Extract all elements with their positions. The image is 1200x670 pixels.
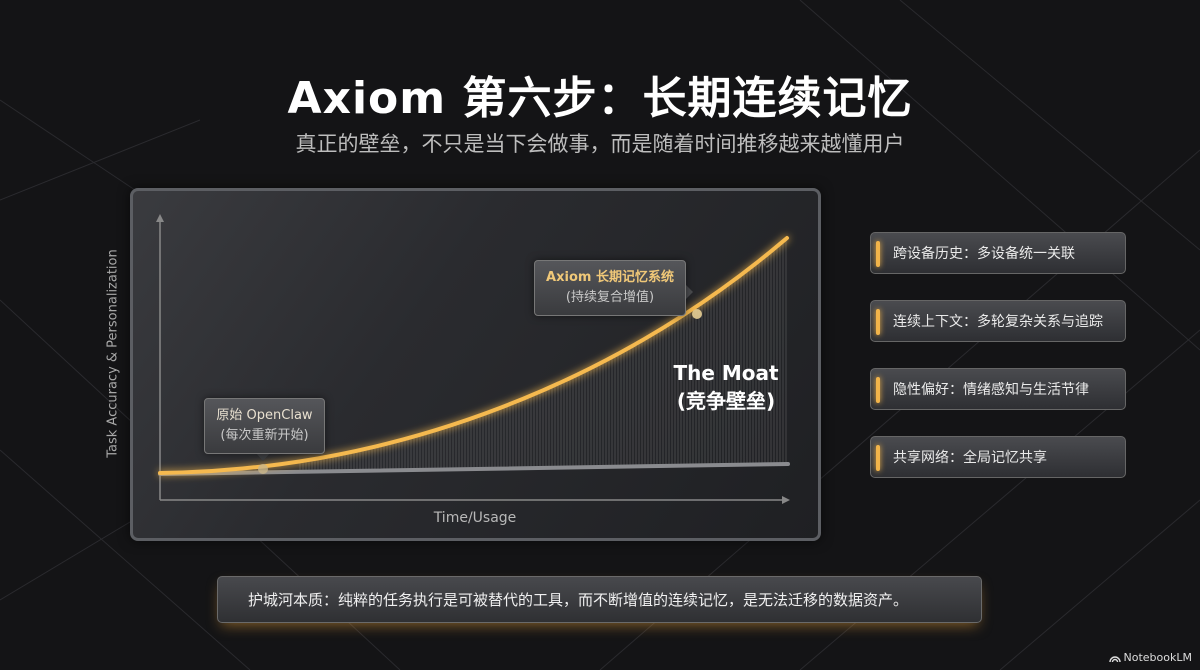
feature-label: 隐性偏好：情绪感知与生活节律 [893, 382, 1089, 398]
feature-label: 连续上下文：多轮复杂关系与追踪 [893, 314, 1103, 330]
openclaw-callout: 原始 OpenClaw (每次重新开始) [204, 398, 325, 454]
moat-label-en: The Moat [673, 361, 779, 385]
moat-label-cn: (竞争壁垒) [676, 389, 776, 413]
accent-bar [876, 309, 880, 335]
feature-label: 共享网络：全局记忆共享 [893, 450, 1047, 466]
page-subtitle: 真正的壁垒，不只是当下会做事，而是随着时间推移越来越懂用户 [295, 132, 905, 156]
accent-bar [876, 445, 880, 471]
openclaw-callout-title: 原始 OpenClaw [216, 408, 313, 423]
brand-watermark: NotebookLM [1108, 651, 1192, 664]
axiom-callout: Axiom 长期记忆系统 (持续复合增值) [534, 260, 686, 316]
brand-name: NotebookLM [1123, 651, 1192, 664]
moat-label: The Moat (竞争壁垒) [664, 359, 788, 415]
accent-bar [876, 241, 880, 267]
feature-card: 连续上下文：多轮复杂关系与追踪 [870, 300, 1126, 342]
feature-card: 隐性偏好：情绪感知与生活节律 [870, 368, 1126, 410]
y-axis-label: Task Accuracy & Personalization [105, 249, 121, 458]
axiom-callout-title: Axiom 长期记忆系统 [546, 270, 674, 285]
accent-bar [876, 377, 880, 403]
moat-summary-banner: 护城河本质：纯粹的任务执行是可被替代的工具，而不断增值的连续记忆，是无法迁移的数… [217, 576, 982, 623]
axiom-callout-subtitle: (持续复合增值) [565, 290, 655, 305]
x-axis-label: Time/Usage [433, 510, 517, 526]
moat-summary-text: 护城河本质：纯粹的任务执行是可被替代的工具，而不断增值的连续记忆，是无法迁移的数… [248, 591, 909, 609]
feature-label: 跨设备历史：多设备统一关联 [893, 246, 1075, 262]
page-title: Axiom 第六步：长期连续记忆 [287, 73, 913, 124]
openclaw-callout-subtitle: (每次重新开始) [220, 428, 309, 443]
feature-card: 跨设备历史：多设备统一关联 [870, 232, 1126, 274]
notebooklm-logo-icon [1108, 655, 1121, 662]
feature-card: 共享网络：全局记忆共享 [870, 436, 1126, 478]
